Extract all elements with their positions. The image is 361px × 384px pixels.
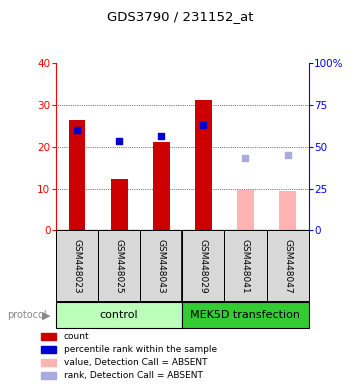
Text: GSM448029: GSM448029 [199,238,208,293]
Bar [98,230,140,301]
Text: GSM448047: GSM448047 [283,238,292,293]
Bar [69,120,86,230]
Point [116,138,122,144]
Text: GSM448025: GSM448025 [115,238,123,293]
Bar [225,230,266,301]
Bar [182,230,225,301]
Bar [140,230,182,301]
Point [200,122,206,128]
Bar [41,372,56,379]
Bar [279,191,296,230]
Bar [41,359,56,366]
Bar [195,100,212,230]
Text: protocol: protocol [7,310,47,320]
Bar [56,302,182,328]
Bar [111,179,127,230]
Bar [266,230,309,301]
Point [285,152,291,158]
Point [243,155,248,161]
Bar [56,230,98,301]
Text: value, Detection Call = ABSENT: value, Detection Call = ABSENT [64,358,207,367]
Bar [41,346,56,353]
Text: rank, Detection Call = ABSENT: rank, Detection Call = ABSENT [64,371,203,380]
Text: GSM448043: GSM448043 [157,238,166,293]
Point [74,127,80,133]
Text: percentile rank within the sample: percentile rank within the sample [64,345,217,354]
Bar [237,190,254,230]
Text: GSM448023: GSM448023 [73,238,82,293]
Text: count: count [64,332,89,341]
Bar [41,333,56,340]
Text: ▶: ▶ [42,310,50,320]
Text: GSM448041: GSM448041 [241,238,250,293]
Text: MEK5D transfection: MEK5D transfection [191,310,300,320]
Text: GDS3790 / 231152_at: GDS3790 / 231152_at [107,10,254,23]
Bar [182,302,309,328]
Text: control: control [100,310,138,320]
Bar [153,142,170,230]
Point [158,132,164,139]
